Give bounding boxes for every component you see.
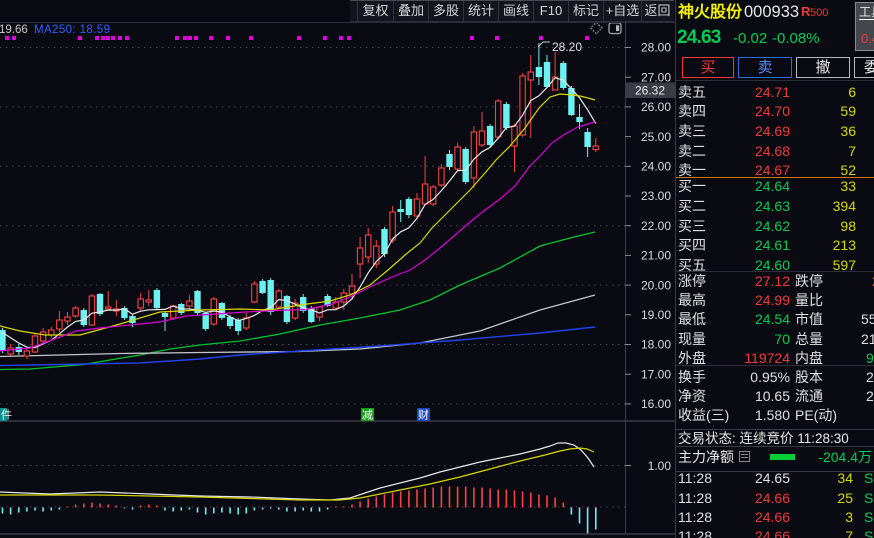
svg-text:18.00: 18.00: [641, 338, 671, 352]
svg-text:22.00: 22.00: [641, 219, 671, 233]
svg-text:26.32: 26.32: [635, 84, 665, 98]
svg-text:26.00: 26.00: [641, 100, 671, 114]
svg-text:21.00: 21.00: [641, 249, 671, 263]
svg-text:件: 件: [1, 409, 12, 422]
svg-text:17.00: 17.00: [641, 367, 671, 381]
svg-text:20.00: 20.00: [641, 278, 671, 292]
svg-text:16.00: 16.00: [641, 397, 671, 411]
svg-text:28.20: 28.20: [552, 40, 582, 54]
svg-text:24.00: 24.00: [641, 160, 671, 174]
svg-text:19.66: 19.66: [0, 24, 28, 36]
svg-text:19.00: 19.00: [641, 308, 671, 322]
svg-text:27.00: 27.00: [641, 70, 671, 84]
svg-text:23.00: 23.00: [641, 189, 671, 203]
svg-text:减: 减: [362, 409, 373, 422]
svg-text:1.00: 1.00: [648, 459, 672, 473]
svg-text:28.00: 28.00: [641, 41, 671, 55]
svg-text:财: 财: [418, 408, 429, 422]
svg-text:MA250: 18.59: MA250: 18.59: [34, 24, 110, 36]
svg-text:25.00: 25.00: [641, 130, 671, 144]
